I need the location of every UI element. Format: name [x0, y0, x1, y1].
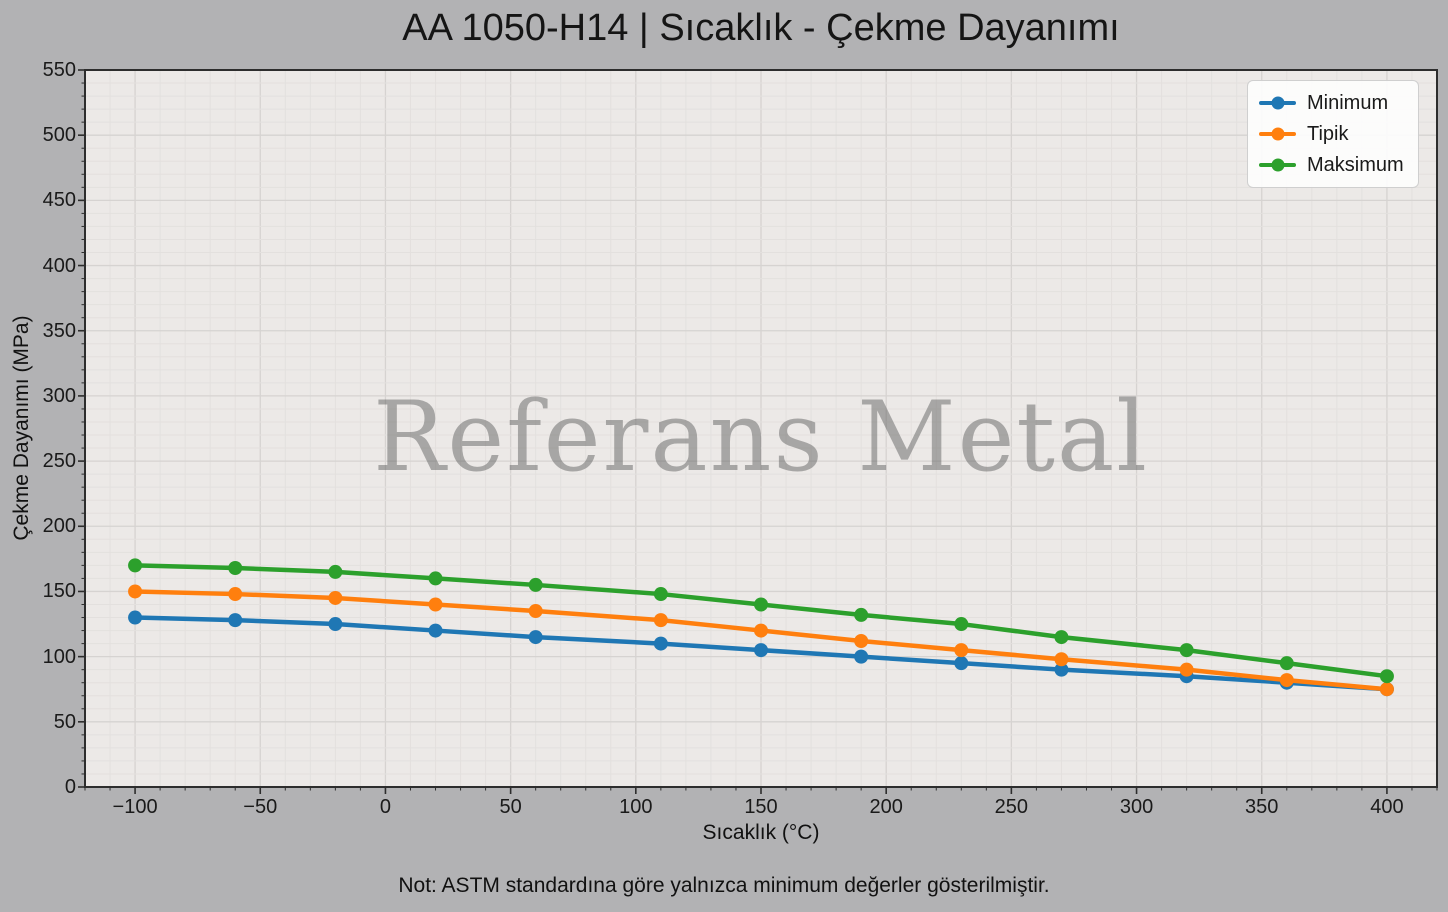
x-tick-label: 400	[1370, 796, 1404, 818]
x-tick-label: 150	[744, 796, 778, 818]
y-tick-label: 450	[42, 189, 76, 212]
legend-item-maksimum: Maksimum	[1259, 151, 1404, 179]
legend-label: Tipik	[1307, 122, 1349, 145]
y-tick-label: 150	[42, 580, 76, 603]
x-tick-label: 300	[1119, 796, 1154, 818]
x-tick-label: 250	[994, 796, 1029, 818]
y-axis-title: Çekme Dayanımı (MPa)	[10, 315, 33, 541]
y-tick-label: 400	[42, 254, 76, 277]
y-tick-label: 50	[53, 710, 76, 733]
x-tick-label: 200	[869, 796, 903, 818]
legend-line-marker-icon	[1259, 96, 1296, 110]
y-tick-label: 300	[42, 384, 76, 407]
y-tick-label: 350	[42, 319, 76, 342]
watermark: Referans Metal	[373, 380, 1149, 493]
footnote: Not: ASTM standardına göre yalnızca mini…	[398, 874, 1050, 897]
x-tick-label: 100	[619, 796, 653, 818]
y-tick-label: 250	[42, 450, 76, 473]
y-tick-label: 200	[42, 515, 76, 538]
x-tick-label: 50	[499, 796, 522, 818]
legend-label: Maksimum	[1307, 153, 1404, 176]
legend-line-marker-icon	[1259, 158, 1296, 172]
y-tick-label: 550	[42, 59, 76, 81]
x-axis-title: Sıcaklık (°C)	[702, 821, 820, 844]
legend: Minimum Tipik Maksimum	[1247, 80, 1419, 188]
legend-item-tipik: Tipik	[1259, 120, 1404, 148]
y-tick-label: 0	[64, 776, 76, 798]
legend-item-minimum: Minimum	[1259, 89, 1404, 117]
chart-title: AA 1050-H14 | Sıcaklık - Çekme Dayanımı	[402, 7, 1120, 49]
x-tick-label: −50	[243, 796, 278, 818]
legend-line-marker-icon	[1259, 127, 1296, 141]
y-tick-label: 500	[42, 124, 76, 147]
y-tick-label: 100	[42, 645, 76, 668]
x-tick-label: 0	[379, 796, 391, 818]
legend-label: Minimum	[1307, 91, 1389, 114]
x-tick-label: −100	[112, 796, 158, 818]
x-tick-label: 350	[1245, 796, 1279, 818]
